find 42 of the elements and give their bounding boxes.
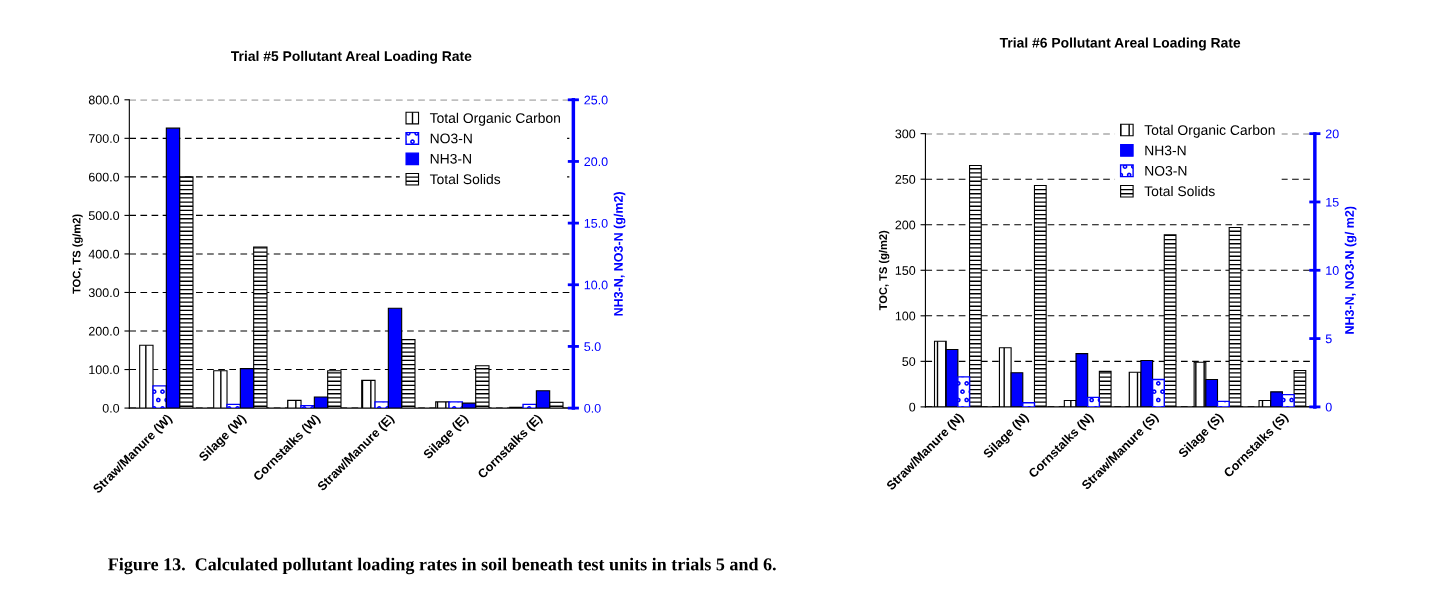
y2-tick-label: 20.0 bbox=[584, 157, 608, 167]
y-tick-label: 800.0 bbox=[88, 95, 120, 105]
y2-tick-label: 5 bbox=[1325, 334, 1332, 344]
y2-tick-label: 20 bbox=[1325, 129, 1339, 139]
y2-tick-label: 0.0 bbox=[584, 403, 601, 413]
y2-tick-label: 25.0 bbox=[584, 95, 608, 105]
legend-label: NH3-N bbox=[1145, 145, 1186, 156]
legend-label: Total Solids bbox=[1144, 185, 1215, 197]
y2-tick-label: 15.0 bbox=[584, 218, 608, 228]
y-tick-label: 0.0 bbox=[102, 403, 120, 413]
y-tick-label: 200.0 bbox=[88, 326, 120, 336]
y-tick-label: 200 bbox=[895, 220, 916, 230]
legend-label: Total Organic Carbon bbox=[429, 112, 560, 126]
y-tick-label: 400.0 bbox=[88, 249, 120, 259]
y-tick-label: 300.0 bbox=[88, 288, 120, 298]
y-tick-label: 300 bbox=[895, 129, 916, 139]
y2-axis-title: NH3-N, NO3-N (g/ m2) bbox=[1344, 206, 1357, 334]
y-axis-title: TOC, TS (g/m2) bbox=[878, 230, 890, 311]
y2-tick-label: 15 bbox=[1326, 197, 1339, 207]
caption: Figure 13. Calculated pollutant loading rates in soil beneath test units in trials 5 and 6. bbox=[108, 557, 776, 575]
legend-label: NO3-N bbox=[1145, 165, 1187, 176]
y-axis-title: TOC, TS (g/m2) bbox=[72, 214, 83, 294]
y-tick-label: 600.0 bbox=[88, 172, 120, 182]
chart-title: Trial #5 Pollutant Areal Loading Rate bbox=[230, 50, 472, 64]
y-tick-label: 250 bbox=[895, 174, 916, 184]
y-tick-label: 700.0 bbox=[88, 134, 120, 143]
y2-tick-label: 10 bbox=[1326, 266, 1339, 275]
legend-label: NH3-N bbox=[430, 153, 471, 164]
y-tick-label: 100.0 bbox=[89, 365, 120, 375]
y-tick-label: 0 bbox=[909, 402, 916, 412]
legend-label: Total Organic Carbon bbox=[1144, 124, 1275, 138]
y-tick-label: 50 bbox=[902, 357, 916, 366]
legend-label: Total Solids bbox=[429, 173, 501, 185]
y2-tick-label: 0 bbox=[1325, 402, 1332, 412]
legend-label: NO3-N bbox=[430, 133, 472, 144]
y2-tick-label: 5.0 bbox=[584, 342, 601, 352]
chart-title: Trial #6 Pollutant Areal Loading Rate bbox=[999, 37, 1241, 51]
y2-tick-label: 10.0 bbox=[584, 280, 608, 290]
y-tick-label: 100 bbox=[895, 311, 916, 321]
y-tick-label: 500.0 bbox=[88, 211, 120, 221]
y2-axis-title: NH3-N, NO3-N (g/m2) bbox=[613, 192, 626, 316]
y-tick-label: 150 bbox=[895, 266, 916, 275]
